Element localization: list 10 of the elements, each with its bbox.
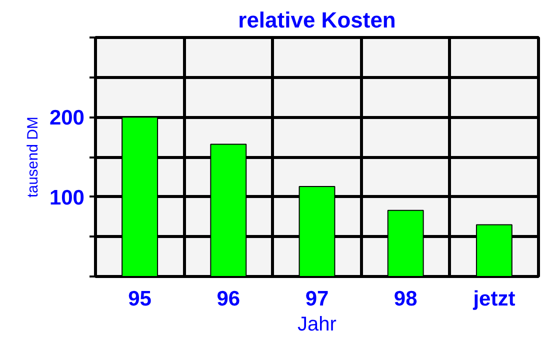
- x-tick-label: 95: [128, 288, 152, 310]
- x-tick-label: 97: [305, 288, 329, 310]
- y-tick-label: 100: [49, 186, 85, 210]
- x-tick-label: 98: [394, 288, 418, 310]
- y-axis-title: tausend DM: [24, 116, 42, 198]
- x-tick-label: jetzt: [472, 288, 516, 310]
- x-axis-title: Jahr: [298, 314, 337, 336]
- y-tick-label: 200: [49, 106, 85, 130]
- x-tick-label: 96: [216, 288, 240, 310]
- chart-title: relative Kosten: [238, 8, 396, 32]
